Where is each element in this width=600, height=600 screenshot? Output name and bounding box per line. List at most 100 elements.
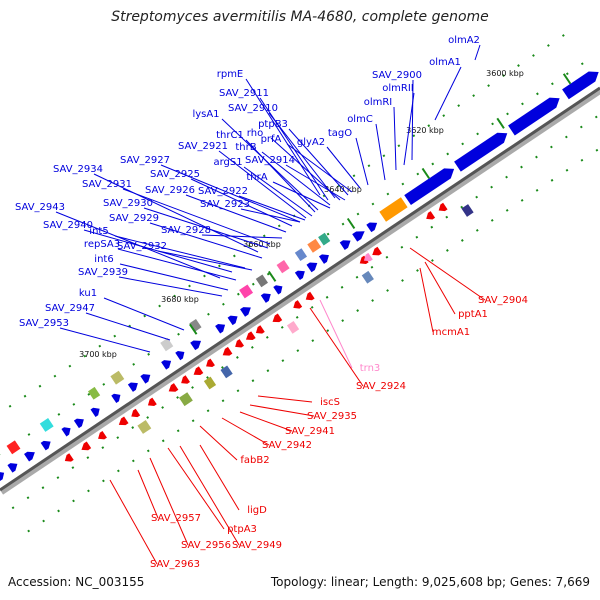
- label-SAV_2940: SAV_2940: [43, 220, 93, 231]
- label-SAV_2949: SAV_2949: [232, 540, 282, 551]
- label-prfA: prfA: [261, 134, 282, 145]
- gene-reverse-5-shape: [293, 300, 303, 309]
- label-SAV_2904: SAV_2904: [478, 295, 528, 306]
- gene-rev-box-2-shape: [286, 320, 300, 334]
- gene-box-4: [255, 274, 268, 288]
- gene-rna-trn3: [363, 252, 373, 262]
- gene-rna-trn3-shape: [363, 252, 373, 262]
- label-SAV_2927: SAV_2927: [120, 155, 170, 166]
- dotted-guide-0: [0, 33, 565, 415]
- label-SAV_2932: SAV_2932: [117, 241, 167, 252]
- gene-reverse-5: [293, 300, 303, 309]
- reverse-leader-2: [419, 267, 434, 333]
- gene-forward-17: [90, 407, 100, 417]
- reverse-leader-0: [409, 247, 486, 301]
- gene-forward-21: [24, 451, 35, 462]
- forward-leader-12: [286, 143, 353, 193]
- gene-forward-0: [339, 240, 351, 250]
- gene-rev-box-6: [137, 420, 152, 434]
- forward-leader-26: [238, 195, 306, 221]
- forward-leader-4: [393, 106, 397, 171]
- gene-box-7: [160, 337, 174, 352]
- gene-forward-8: [240, 307, 251, 317]
- gene-rev-box-4: [203, 376, 217, 390]
- tick-mark-3: [346, 217, 356, 230]
- gene-forward-16: [111, 393, 121, 404]
- tick-mark-0: [562, 73, 572, 85]
- tick-label-0: 3600 kbp: [486, 69, 524, 78]
- label-SAV_2947: SAV_2947: [45, 303, 95, 314]
- forward-leader-37: [118, 276, 223, 297]
- label-SAV_2910: SAV_2910: [228, 103, 278, 114]
- gene-box-8: [110, 370, 125, 385]
- tick-mark-2: [421, 167, 431, 179]
- label-repSA3: repSA3: [84, 239, 120, 250]
- dotted-guide-2: [11, 113, 600, 510]
- gene-forward-large-3: [404, 168, 455, 206]
- label-SAV_2914: SAV_2914: [245, 155, 295, 166]
- label-thrC1: thrC1: [216, 130, 244, 141]
- gene-reverse-12-shape: [193, 366, 204, 376]
- label-SAV_2900: SAV_2900: [372, 70, 422, 81]
- forward-leader-10: [288, 128, 349, 196]
- forward-leader-7: [355, 137, 369, 186]
- label-SAV_2941: SAV_2941: [285, 426, 335, 437]
- forward-leader-33: [201, 234, 283, 239]
- gene-forward-12: [175, 350, 185, 361]
- gene-rev-box-1: [361, 270, 374, 284]
- forward-leader-35: [157, 250, 253, 271]
- label-olmC: olmC: [347, 114, 373, 125]
- forward-leader-32: [114, 235, 246, 269]
- gene-forward-14: [140, 374, 151, 384]
- gene-forward-large-2-shape: [562, 71, 599, 100]
- reverse-leader-5: [257, 395, 313, 403]
- gene-box-2: [294, 248, 308, 262]
- forward-leader-19: [160, 164, 301, 223]
- tick-label-5: 3700 kbp: [79, 350, 117, 359]
- label-SAV_2929: SAV_2929: [109, 213, 159, 224]
- forward-leader-22: [93, 173, 259, 253]
- tick-label-1: 3620 kbp: [406, 126, 444, 135]
- label-rpmE: rpmE: [217, 69, 244, 80]
- label-rho: rho: [247, 128, 263, 139]
- gene-forward-11: [190, 340, 202, 351]
- gene-forward-21-shape: [24, 451, 35, 462]
- gene-forward-17-shape: [90, 407, 100, 417]
- forward-leader-24: [122, 188, 271, 245]
- reverse-leader-10: [199, 444, 240, 511]
- gene-forward-20: [40, 440, 51, 451]
- label-SAV_2942: SAV_2942: [262, 440, 312, 451]
- forward-leader-21: [272, 181, 331, 209]
- backbone: [0, 86, 600, 492]
- dotted-guide-1: [0, 62, 584, 456]
- label-SAV_2931: SAV_2931: [82, 179, 132, 190]
- gene-box-9: [87, 386, 101, 400]
- reverse-leader-7: [239, 411, 293, 432]
- gene-reverse-13-shape: [181, 375, 191, 384]
- gene-reverse-0: [438, 202, 448, 212]
- gene-reverse-2: [372, 246, 382, 256]
- reverse-leader-13: [149, 457, 189, 546]
- gene-forward-3-shape: [318, 254, 329, 264]
- gene-forward-15: [127, 382, 138, 392]
- gene-reverse-15: [147, 397, 157, 406]
- gene-forward-4-shape: [306, 262, 318, 273]
- gene-forward-16-shape: [111, 393, 121, 404]
- gene-rev-box-6-shape: [137, 420, 152, 434]
- reverse-leader-14: [179, 445, 240, 546]
- gene-forward-4: [306, 262, 318, 273]
- gene-forward-19: [61, 427, 71, 437]
- gene-forward-2-shape: [366, 222, 378, 233]
- gene-box-0: [318, 232, 331, 246]
- reverse-leader-9: [199, 425, 238, 461]
- gene-reverse-14: [168, 383, 179, 392]
- forward-leader-5: [375, 123, 386, 181]
- gene-forward-3: [318, 254, 329, 264]
- gene-reverse-20-shape: [64, 453, 74, 462]
- dotted-guide-3: [27, 146, 600, 533]
- gene-box-5: [239, 284, 254, 299]
- gene-forward-11-shape: [190, 340, 202, 351]
- forward-leader-40: [59, 327, 151, 353]
- label-trn3: trn3: [360, 363, 381, 374]
- forward-leader-1: [434, 66, 462, 121]
